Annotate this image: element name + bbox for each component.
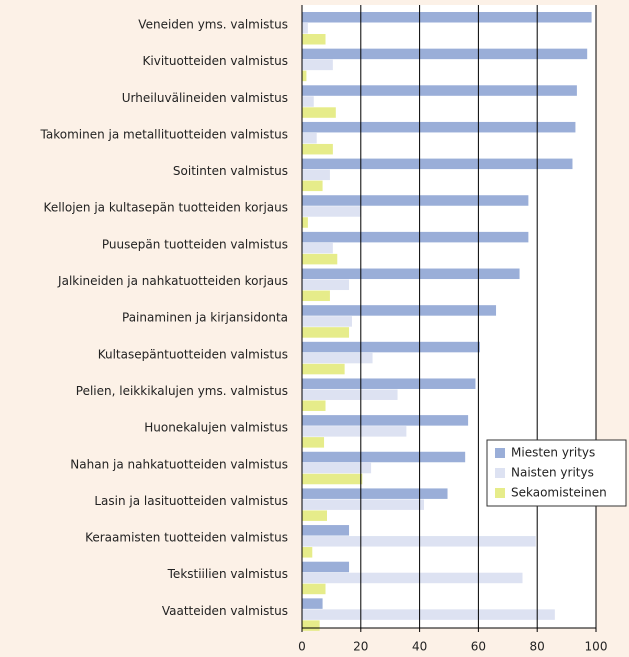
bar	[302, 305, 497, 316]
x-tick-label: 40	[412, 640, 427, 654]
bar	[302, 242, 333, 254]
bar	[302, 536, 536, 547]
bar	[302, 12, 592, 23]
legend-label: Naisten yritys	[511, 466, 594, 480]
bar	[302, 327, 350, 338]
bar	[302, 279, 350, 291]
bar	[302, 85, 577, 96]
bar	[302, 231, 529, 243]
bar	[302, 561, 350, 573]
bar	[302, 180, 323, 192]
legend-swatch	[495, 488, 505, 498]
bar	[302, 499, 425, 510]
bar	[302, 352, 373, 364]
bar	[302, 34, 326, 45]
y-tick-label: Pelien, leikkikalujen yms. valmistus	[76, 384, 288, 398]
y-tick-label: Painaminen ja kirjansidonta	[122, 311, 288, 325]
bar	[302, 451, 466, 463]
x-tick-label: 20	[353, 640, 368, 654]
legend-swatch	[495, 448, 505, 458]
bar	[302, 158, 573, 170]
y-tick-label: Keraamisten tuotteiden valmistus	[85, 531, 288, 545]
y-tick-label: Takominen ja metallituotteiden valmistus	[40, 127, 288, 141]
y-tick-label: Kellojen ja kultasepän tuotteiden korjau…	[44, 201, 288, 215]
y-tick-label: Urheiluvälineiden valmistus	[122, 91, 288, 105]
y-tick-label: Veneiden yms. valmistus	[138, 18, 288, 32]
bar	[302, 107, 336, 118]
x-tick-label: 60	[471, 640, 486, 654]
bar	[302, 400, 326, 411]
bar	[302, 525, 350, 536]
x-tick-label: 80	[530, 640, 545, 654]
bar	[302, 609, 555, 620]
bar	[302, 363, 345, 375]
bar	[302, 378, 476, 389]
legend-label: Sekaomisteinen	[511, 486, 607, 500]
bar	[302, 572, 523, 584]
bar	[302, 268, 520, 280]
bar	[302, 620, 320, 631]
bar	[302, 290, 330, 302]
legend-box	[486, 439, 627, 507]
legend-swatch	[495, 468, 505, 478]
bar	[302, 143, 333, 155]
bar	[302, 389, 398, 400]
y-tick-label: Huonekalujen valmistus	[144, 421, 288, 435]
bar	[302, 195, 529, 206]
x-tick-label: 100	[585, 640, 608, 654]
bar	[302, 23, 308, 34]
bar	[302, 583, 326, 595]
bar	[302, 415, 469, 426]
bar	[302, 473, 363, 485]
y-tick-label: Soitinten valmistus	[173, 164, 288, 178]
bar	[302, 169, 330, 181]
bar	[302, 59, 333, 71]
y-tick-label: Tekstiilien valmistus	[167, 567, 288, 581]
bar	[302, 598, 323, 609]
bar	[302, 426, 407, 437]
bar	[302, 206, 361, 217]
bar	[302, 121, 576, 133]
x-tick-label: 0	[298, 640, 306, 654]
y-tick-label: Kultasepäntuotteiden valmistus	[98, 347, 288, 361]
bar	[302, 488, 448, 499]
bar	[302, 437, 325, 448]
legend-label: Miesten yritys	[511, 446, 595, 460]
y-tick-label: Puusepän tuotteiden valmistus	[102, 237, 288, 251]
bar	[302, 462, 372, 474]
bar	[302, 316, 352, 327]
y-tick-label: Vaatteiden valmistus	[162, 604, 288, 618]
bar	[302, 48, 588, 60]
y-tick-label: Nahan ja nahkatuotteiden valmistus	[70, 457, 288, 471]
bar	[302, 547, 313, 558]
y-tick-label: Kivituotteiden valmistus	[143, 54, 288, 68]
bar	[302, 510, 327, 521]
bar	[302, 253, 338, 265]
bar	[302, 132, 317, 144]
y-tick-label: Jalkineiden ja nahkatuotteiden korjaus	[57, 274, 288, 288]
y-tick-label: Lasin ja lasituotteiden valmistus	[94, 494, 288, 508]
bar	[302, 217, 308, 228]
bar	[302, 70, 307, 82]
bar	[302, 96, 314, 107]
bar	[302, 341, 480, 353]
